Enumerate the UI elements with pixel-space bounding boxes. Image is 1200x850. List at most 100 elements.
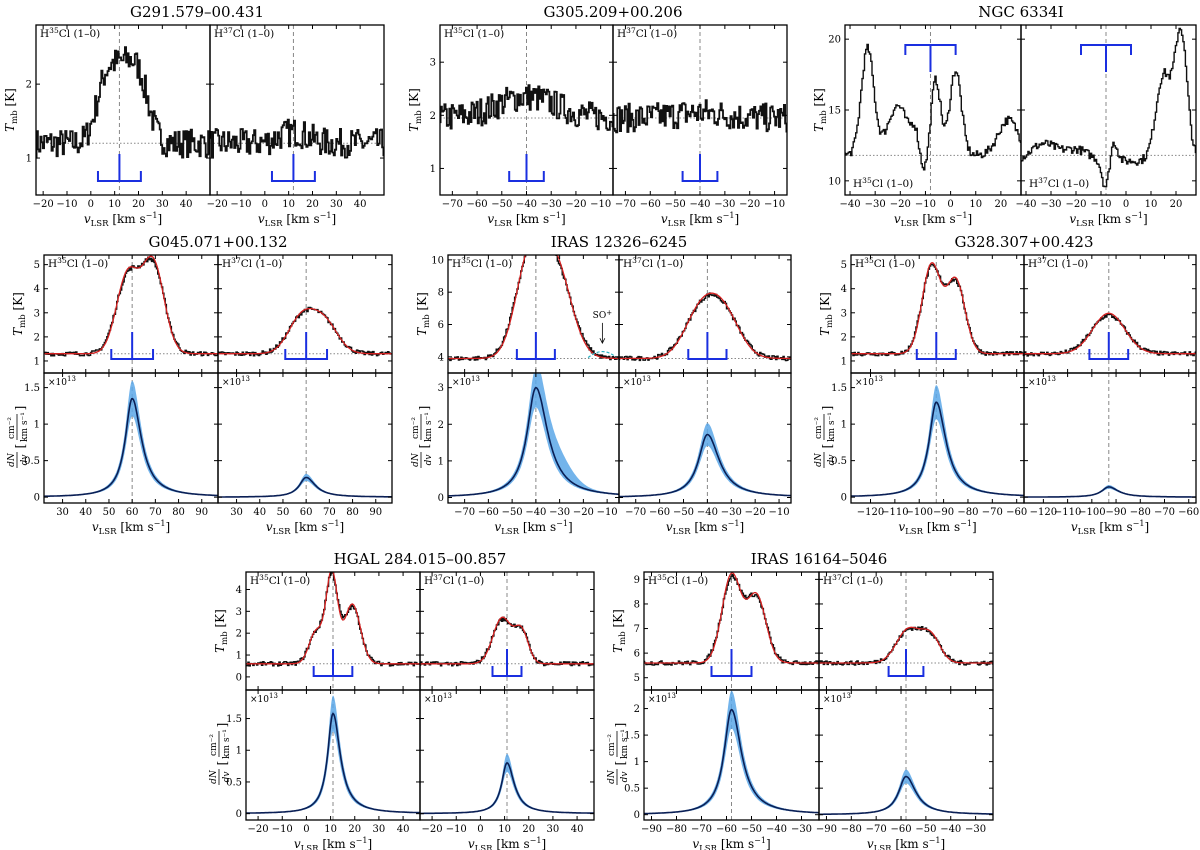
g6-h37-dndv-xtick-label: −120 [1030, 507, 1057, 518]
g3-h35-xtick-label: 0 [947, 199, 953, 210]
g4-h37-dndv-line [218, 476, 392, 498]
g4-h35-dndv-xtick-label: 80 [172, 507, 185, 518]
g8-h35-ytick-label: 8 [634, 599, 640, 610]
g2-h37-isotope-label: H37Cl (1–0) [617, 26, 677, 40]
g1-h35-axes [35, 24, 211, 196]
g6-h37-dndv-axes [1023, 372, 1197, 504]
g7-h35-ytick-label: 3 [236, 607, 242, 618]
g4-h35-dndv-band [44, 381, 218, 497]
g4-h35-ytick-label: 3 [34, 308, 40, 319]
g7-h37-dndv-exponent: ×1013 [424, 692, 452, 705]
g8-h35-dndv-unit-num: cm⁻² [607, 734, 617, 756]
g6-h35-ytick-label: 3 [841, 308, 847, 319]
g5-h35-ytick-label: 10 [431, 255, 444, 266]
g8-h35-dndv-bracket-r: ] [613, 723, 627, 728]
g7-h37-dndv-xtick-label: −10 [446, 824, 467, 835]
g2-h35-xtick-label: −50 [491, 199, 512, 210]
g4-h35-dndv-ytick-label: 0.5 [24, 456, 40, 467]
g3-h37-xtick-label: 10 [1145, 199, 1158, 210]
g1-h35-xtick-label: 30 [156, 199, 169, 210]
g5-h35-ylabel: Tmb [K] [415, 292, 432, 336]
g5-h37-dndv-xtick-label: −50 [673, 507, 694, 518]
g7-h35-dndv-ytick-label: 1 [236, 746, 242, 757]
g7-h37-dndv-xtick-label: 10 [498, 824, 511, 835]
g8-title: IRAS 16164–5046 [751, 550, 888, 568]
g4-h37-xlabel: vLSR [km s−1] [266, 519, 344, 537]
g3-h35-xtick-label: −30 [865, 199, 886, 210]
g4-h35-dndv-ytick-label: 0 [34, 493, 40, 504]
g2-h37-xlabel: vLSR [km s−1] [661, 211, 739, 229]
g5-h37-xlabel: vLSR [km s−1] [666, 519, 744, 537]
g4-h35-dndv-num: dN [7, 452, 17, 467]
g7-h35-dndv-xtick-label: −10 [272, 824, 293, 835]
g5-h37-dndv-xtick-label: −30 [721, 507, 742, 518]
g4-h35-dndv-xtick-label: 50 [103, 507, 116, 518]
g2-h35-ylabel: Tmb [K] [407, 88, 424, 132]
g5-h37-model-fit [619, 292, 791, 360]
g6-h35-dndv-xtick-label: −70 [982, 507, 1003, 518]
g6-h37-dndv-xtick-label: −70 [1154, 507, 1175, 518]
g7-h35-dndv-band [246, 695, 420, 814]
g5-h37-spectrum [619, 292, 791, 362]
g1-h37-xtick-label: −10 [230, 199, 251, 210]
g6-h35-ytick-label: 2 [841, 332, 847, 343]
g7-h37-dndv-xtick-label: 30 [547, 824, 560, 835]
g6-h35-isotope-label: H35Cl (1–0) [855, 256, 915, 270]
g8-h37-hfs-marker [887, 649, 925, 677]
g1-h35-spectrum [36, 46, 210, 159]
g5-h37-dndv-xtick-label: −70 [625, 507, 646, 518]
g6-h37-dndv-line [1024, 486, 1196, 498]
g5-h35-spectrum [448, 255, 619, 362]
g8-h37-dndv-exponent: ×1013 [823, 692, 851, 705]
g5-h35-dndv-label: dN dv [cm⁻² km s⁻¹] [411, 406, 434, 468]
g8-h35-dndv-label: dN dv [cm⁻² km s⁻¹] [607, 723, 630, 785]
g3-h37-xtick-label: 0 [1123, 199, 1129, 210]
g2-h35-xtick-label: −60 [467, 199, 488, 210]
g1-h37-xtick-label: 40 [354, 199, 367, 210]
g8-h35-dndv-xtick-label: −60 [716, 824, 737, 835]
g5-h35-model-fit [448, 255, 619, 360]
g7-h35-dndv-ytick-label: 0.5 [226, 777, 242, 788]
g7-h35-dndv-num: dN [209, 769, 219, 784]
g8-h35-dndv-xtick-label: −30 [791, 824, 812, 835]
g2-h35-xtick-label: −20 [565, 199, 586, 210]
g3-h35-hfs-marker [904, 44, 957, 72]
g6-h35-dndv-den: dv [827, 455, 837, 466]
g5-h35-ytick-label: 8 [438, 288, 444, 299]
g4-h35-dndv-bracket-l: [ [13, 444, 27, 449]
g1-h37-xtick-label: 0 [262, 199, 268, 210]
g7-h37-hfs-marker [491, 649, 523, 677]
g5-h35-dndv-line [448, 386, 619, 497]
g8-h35-dndv-band [644, 690, 819, 814]
g1-h37-isotope-label: H37Cl (1–0) [214, 26, 274, 40]
g4-h37-spectrum [218, 306, 392, 357]
g5-h37-dndv-xtick-label: −20 [745, 507, 766, 518]
g2-h35-xtick-label: −40 [516, 199, 537, 210]
g4-h37-dndv-exponent: ×1013 [222, 375, 250, 388]
g4-title: G045.071+00.132 [148, 233, 287, 251]
g4-h35-dndv-exponent: ×1013 [48, 375, 76, 388]
g7-h37-dndv-xtick-label: 20 [522, 824, 535, 835]
g7-h35-dndv-bracket-r: ] [215, 723, 229, 728]
g5-h35-dndv-ytick-label: 0 [438, 493, 444, 504]
g6-h35-dndv-exponent: ×1013 [855, 375, 883, 388]
g4-h35-dndv-line [44, 397, 218, 498]
g1-h37-xtick-label: 10 [282, 199, 295, 210]
g2-h35-xlabel: vLSR [km s−1] [487, 211, 565, 229]
g5-h35-dndv-xtick-label: −50 [502, 507, 523, 518]
g8-h37-spectrum [819, 626, 993, 666]
g6-h37-spectrum [1024, 313, 1196, 357]
g6-h35-dndv-line [851, 401, 1024, 497]
g6-h35-ytick-label: 5 [841, 260, 847, 271]
g8-h37-dndv-xtick-label: −50 [915, 824, 936, 835]
g5-h35-dndv-bracket-r: ] [417, 406, 431, 411]
g5-h35-dndv-ytick-label: 2 [438, 420, 444, 431]
g8-h37-dndv-xtick-label: −70 [866, 824, 887, 835]
g7-h37-model-fit [420, 616, 594, 665]
g7-h35-dndv-xtick-label: 20 [348, 824, 361, 835]
g4-h35-ytick-label: 5 [34, 260, 40, 271]
g1-h35-ytick-label: 1 [26, 154, 32, 165]
g8-h37-dndv-band [819, 769, 993, 815]
g7-h35-dndv-ytick-label: 1.5 [226, 714, 242, 725]
g4-h35-dndv-xtick-label: 90 [195, 507, 208, 518]
